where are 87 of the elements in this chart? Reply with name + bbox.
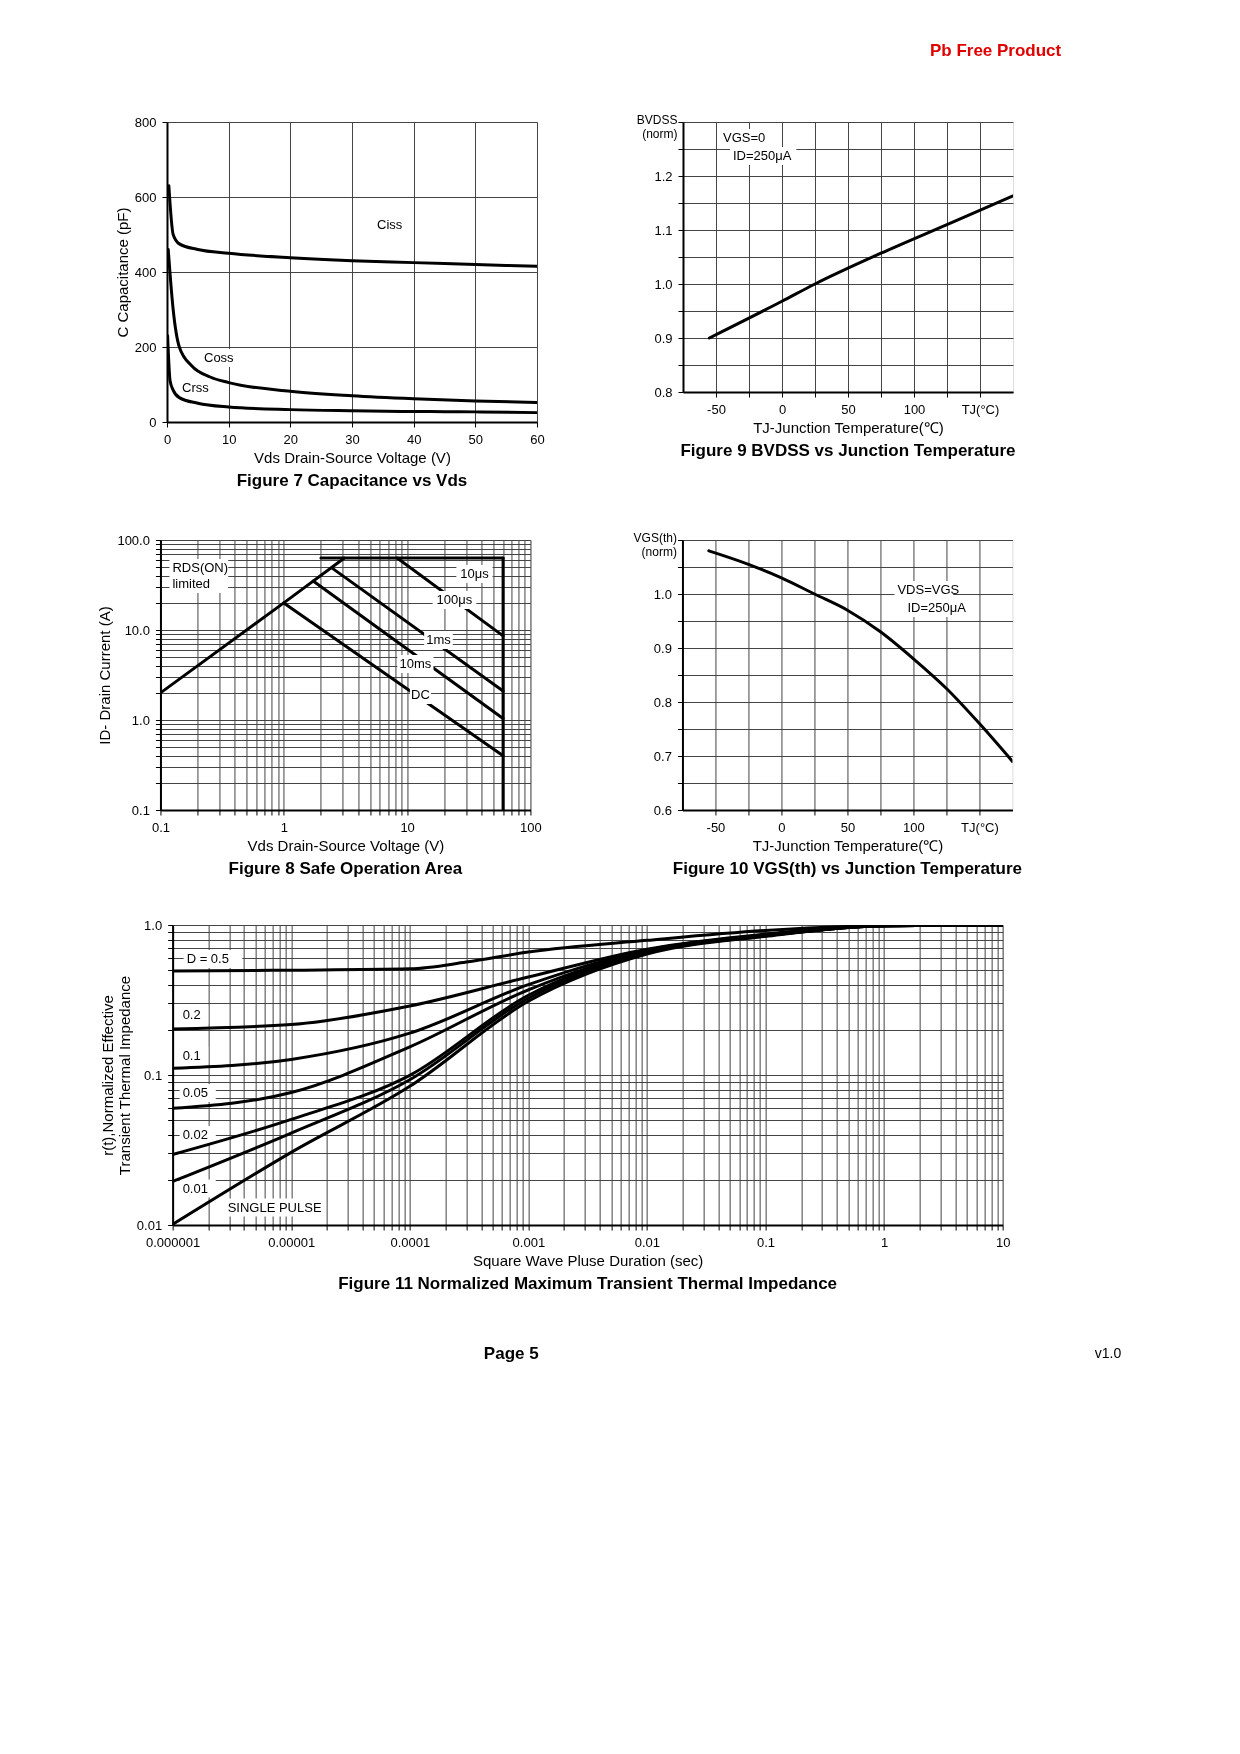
x-axis-title: TJ-Junction Temperature(℃) (753, 418, 944, 436)
x-tick-label: 0.01 (634, 1234, 661, 1250)
annotation: ID=250μA (907, 600, 967, 615)
y-tick-label: 0.01 (136, 1217, 163, 1233)
annotation: ID=250μA (732, 148, 792, 163)
x-tick-label: 50 (841, 401, 856, 417)
x-tick-label: -50 (707, 401, 726, 417)
text: Figure 8 Safe Operation Area (228, 859, 463, 878)
x-axis-title: TJ-Junction Temperature(℃) (752, 836, 944, 854)
y-tick-label: 1.0 (654, 276, 673, 292)
y-tick-label: 200 (134, 339, 157, 355)
y-axis-title: r(t),Normalized Effective Transient Thermal Impedance (98, 975, 133, 1176)
x-tick-label: 50 (840, 819, 856, 835)
series-label: 0.01 (182, 1180, 208, 1196)
x-tick-label: 40 (406, 431, 422, 447)
series-label: Coss (203, 350, 235, 365)
x-tick-label: 10 (995, 1234, 1011, 1250)
x-tick-label: 100 (520, 819, 542, 835)
y-tick-label: 0.9 (654, 330, 673, 346)
text: Ciss (376, 217, 403, 232)
annotation: 10ms (399, 656, 432, 671)
annotation: 10μs (460, 566, 490, 581)
y-tick-label: 0.8 (653, 694, 672, 710)
text: v1.0 (1094, 1345, 1122, 1361)
y-axis-title: ID- Drain Current (A) (96, 606, 114, 745)
y-tick-label: 0.8 (654, 384, 673, 400)
series-label: Crss (181, 379, 210, 395)
y-tick-label: 1.0 (653, 586, 672, 602)
y-tick-label: 0.1 (144, 1067, 163, 1083)
x-tick-label: 10 (400, 819, 415, 835)
y-tick-label: 0.6 (653, 802, 672, 818)
x-tick-label: TJ(°C) (961, 401, 1000, 417)
annotation: 100μs (436, 592, 473, 607)
y-tick-label: 1.1 (654, 222, 673, 238)
y-tick-label: 0.1 (131, 802, 150, 818)
text: Pb Free Product (929, 41, 1062, 60)
y-tick-label: 10.0 (124, 622, 150, 638)
series-label: 0.05 (182, 1085, 208, 1100)
y-tick-label: 0 (149, 414, 157, 430)
x-tick-label: 10 (221, 431, 237, 447)
y-tick-label: 600 (134, 189, 157, 205)
text: Figure 7 Capacitance vs Vds (236, 471, 468, 490)
series-label: 0.02 (182, 1127, 208, 1142)
x-tick-label: TJ(°C) (961, 819, 999, 835)
y-tick-label: 800 (134, 114, 157, 130)
y-tick-label: 100.0 (117, 532, 150, 548)
y-tick-label: 400 (134, 264, 157, 280)
y-axis-title: C Capacitance (pF) (113, 207, 131, 338)
x-tick-label: 20 (283, 431, 299, 447)
x-tick-label: 100 (903, 401, 926, 417)
y-tick-label: 1.0 (131, 712, 150, 728)
annotation: RDS(ON) limited (172, 560, 229, 591)
annotation: 1ms (426, 632, 452, 647)
y-tick-label: 1.2 (654, 168, 673, 184)
series-label: SINGLE PULSE (227, 1199, 322, 1215)
x-tick-label: -50 (706, 819, 726, 835)
x-tick-label: 100 (903, 819, 925, 835)
x-axis-title: Vds Drain-Source Voltage (V) (247, 836, 445, 854)
x-tick-label: 50 (468, 431, 484, 447)
x-tick-label: 1 (280, 819, 288, 835)
text: Figure 10 VGS(th) vs Junction Temperature (672, 859, 1023, 878)
annotation: VDS=VGS (897, 582, 960, 597)
x-axis-title: Vds Drain-Source Voltage (V) (254, 448, 451, 466)
y-axis-title: BVDSS (norm) (636, 112, 678, 141)
series-label: D = 0.5 (186, 951, 229, 966)
x-tick-label: 0 (778, 819, 786, 835)
x-tick-label: 0 (778, 401, 787, 417)
series-label: 0.2 (182, 1007, 201, 1022)
x-tick-label: 30 (345, 431, 360, 447)
x-tick-label: 0.000001 (146, 1234, 201, 1250)
x-tick-label: 0.1 (756, 1234, 776, 1250)
x-tick-label: 0.00001 (268, 1234, 316, 1250)
text: Figure 9 BVDSS vs Junction Temperature (680, 441, 1016, 460)
y-tick-label: 0.9 (653, 640, 672, 656)
y-axis-title: VGS(th) (norm) (633, 530, 677, 559)
y-tick-label: 1.0 (144, 917, 163, 933)
x-tick-label: 0.001 (512, 1234, 546, 1250)
text: Page 5 (483, 1344, 539, 1363)
text: Figure 11 Normalized Maximum Transient Thermal Impedance (338, 1274, 838, 1293)
series-label: 0.1 (182, 1047, 201, 1063)
x-tick-label: 0.0001 (390, 1234, 431, 1250)
x-tick-label: 1 (880, 1234, 889, 1250)
x-tick-label: 60 (530, 431, 545, 447)
annotation: DC (411, 687, 430, 702)
annotation: VGS=0 (722, 130, 766, 145)
y-tick-label: 0.7 (653, 748, 672, 764)
x-axis-title: Square Wave Pluse Duration (sec) (472, 1251, 704, 1269)
